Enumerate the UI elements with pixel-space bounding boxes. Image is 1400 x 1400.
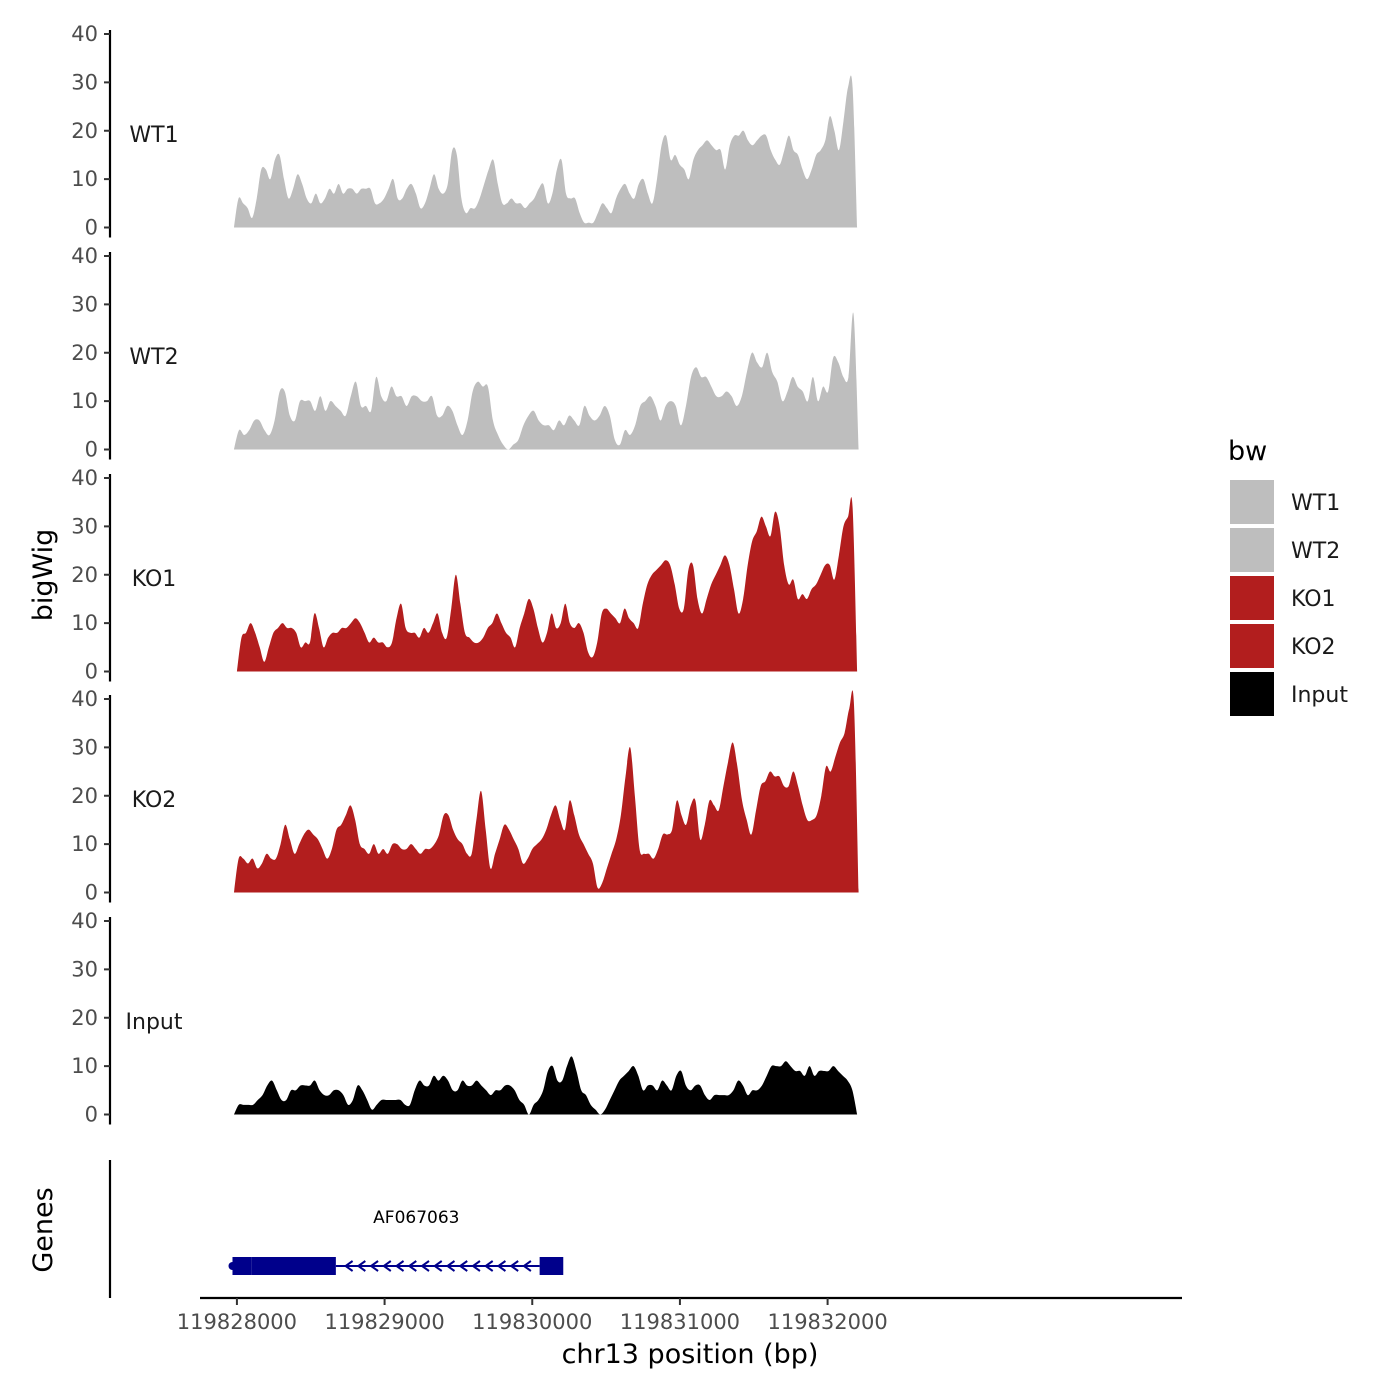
coverage-area-ko2 [233,690,859,893]
y-tick-label: 40 [71,244,98,268]
strand-arrow [445,1260,456,1272]
strand-arrow [343,1260,354,1272]
y-tick-label: 30 [71,292,98,316]
y-tick-label: 30 [71,957,98,981]
strand-arrow [407,1260,417,1272]
y-tick-label: 20 [71,341,98,365]
x-tick-label: 119829000 [324,1310,444,1334]
track-label: WT1 [129,123,178,148]
strand-arrow [483,1260,494,1272]
gene-track-title: Genes [28,1187,59,1272]
strand-arrow [496,1260,507,1272]
y-tick-label: 20 [71,784,98,808]
coverage-tracks: 0 10 20 30 40 WT1 0 10 20 30 40 WT2 0 10 20 30 40 KO1 0 10 2… [71,22,859,1127]
track-label: Input [126,1010,183,1035]
strand-arrow [522,1260,532,1272]
coverage-area-input [233,1056,858,1115]
gene-start-marker [228,1262,237,1270]
gene-exon [232,1257,252,1275]
gene-exon [251,1257,336,1275]
y-tick-label: 0 [85,1103,98,1127]
y-tick-label: 40 [71,909,98,933]
strand-arrow [433,1260,443,1272]
y-tick-label: 10 [71,611,98,635]
track-input: 0 10 20 30 40 Input [71,909,858,1127]
x-axis-title: chr13 position (bp) [562,1339,819,1370]
y-tick-label: 20 [71,563,98,587]
legend-label: WT1 [1291,491,1340,516]
track-label: WT2 [129,345,178,370]
legend-label: KO1 [1291,587,1336,612]
y-tick-label: 40 [71,466,98,490]
y-tick-label: 0 [85,438,98,462]
legend-swatch-ko1 [1230,576,1274,620]
y-tick-label: 30 [71,70,98,94]
x-tick-label: 119831000 [620,1310,740,1334]
coverage-area-wt1 [233,75,858,228]
x-axis: 119828000 119829000 119830000 119831000 1198… [177,1296,1182,1334]
track-ko1: 0 10 20 30 40 KO1 [71,466,858,684]
y-tick-label: 0 [85,660,98,684]
x-tick-label: 119828000 [177,1310,297,1334]
x-tick-label: 119830000 [472,1310,592,1334]
y-tick-label: 30 [71,514,98,538]
track-label: KO2 [132,788,177,813]
coverage-area-ko1 [236,497,858,672]
track-label: KO1 [132,567,177,592]
legend-title: bw [1228,436,1267,467]
strand-arrow [471,1260,481,1272]
legend-label: Input [1291,683,1348,708]
y-tick-label: 10 [71,167,98,191]
legend-swatch-ko2 [1230,624,1274,668]
y-tick-label: 40 [71,687,98,711]
y-tick-label: 10 [71,389,98,413]
coverage-area-wt2 [233,312,859,450]
track-wt1: 0 10 20 30 40 WT1 [71,22,858,240]
legend: bw WT1 WT2 KO1 KO2 Input [1228,436,1348,716]
y-tick-label: 20 [71,1006,98,1030]
track-ko2: 0 10 20 30 40 KO2 [71,687,859,905]
gene-model: AF067063 [228,1208,564,1275]
y-tick-label: 0 [85,881,98,905]
gene-track: AF067063 [108,1160,564,1298]
track-wt2: 0 10 20 30 40 WT2 [71,244,859,462]
legend-swatch-input [1230,672,1274,716]
strand-arrow [394,1260,405,1272]
y-tick-label: 10 [71,832,98,856]
y-tick-label: 10 [71,1054,98,1078]
strand-arrow [382,1260,392,1272]
strand-arrow [509,1260,519,1272]
y-tick-label: 20 [71,119,98,143]
legend-label: KO2 [1291,635,1336,660]
y-tick-label: 40 [71,22,98,46]
legend-swatch-wt1 [1230,480,1274,524]
y-tick-label: 0 [85,216,98,240]
gene-name-label: AF067063 [373,1208,459,1228]
y-axis-title: bigWig [28,529,59,622]
strand-arrow [356,1260,366,1272]
x-tick-label: 119832000 [767,1310,887,1334]
strand-arrow [420,1260,430,1272]
strand-arrow [458,1260,468,1272]
strand-arrow [369,1260,379,1272]
legend-swatch-wt2 [1230,528,1274,572]
gene-exon [539,1257,564,1275]
legend-label: WT2 [1291,539,1340,564]
y-tick-label: 30 [71,735,98,759]
